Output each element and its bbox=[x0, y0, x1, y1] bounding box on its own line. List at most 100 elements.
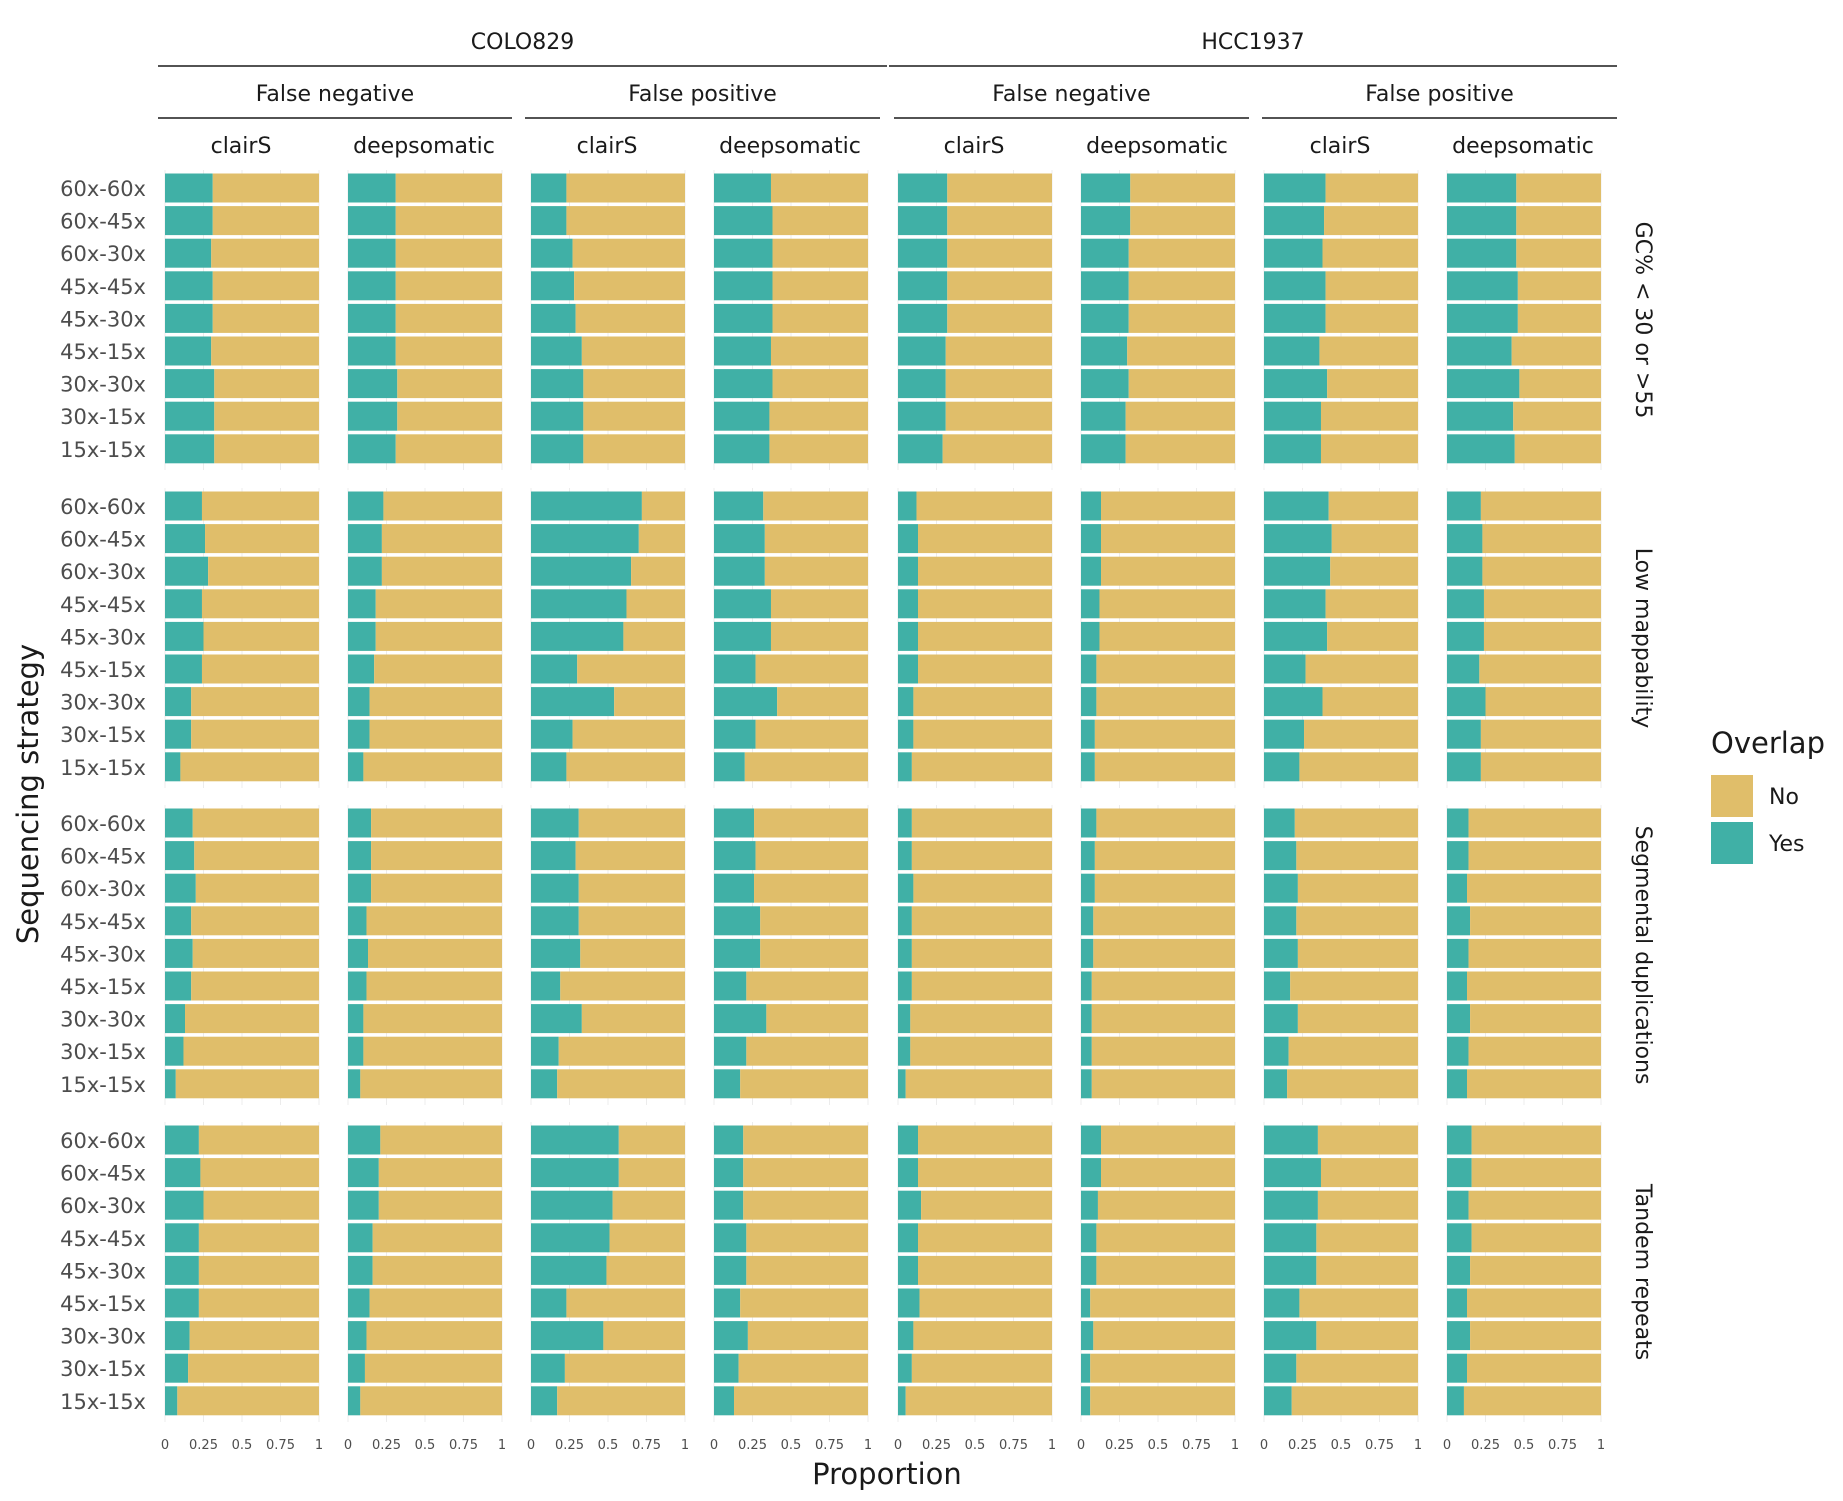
bar-no bbox=[1090, 1288, 1235, 1318]
bar-yes bbox=[348, 369, 398, 399]
y-tick-label: 30x-30x bbox=[60, 1008, 146, 1032]
bar-no bbox=[606, 1255, 685, 1285]
bar-no bbox=[214, 434, 319, 464]
bar-no bbox=[1099, 589, 1235, 619]
bar-no bbox=[212, 303, 319, 333]
bar-yes bbox=[531, 1125, 619, 1155]
bar-no bbox=[772, 303, 868, 333]
bar-no bbox=[583, 434, 685, 464]
bar-yes bbox=[1264, 1321, 1317, 1351]
bar-no bbox=[614, 687, 685, 717]
bar-yes bbox=[1081, 873, 1095, 903]
legend-key-no bbox=[1711, 775, 1753, 817]
strip-caller-label: clairS bbox=[577, 134, 638, 159]
bar-no bbox=[755, 719, 868, 749]
bar-no bbox=[1516, 173, 1601, 203]
bar-yes bbox=[1264, 719, 1305, 749]
bar-yes bbox=[348, 719, 370, 749]
bar-yes bbox=[165, 1125, 199, 1155]
bar-no bbox=[203, 1190, 319, 1220]
bar-no bbox=[1125, 401, 1235, 431]
bar-yes bbox=[714, 1125, 744, 1155]
bar-no bbox=[200, 1158, 319, 1188]
bar-yes bbox=[1081, 434, 1126, 464]
bar-yes bbox=[714, 1321, 748, 1351]
bar-no bbox=[638, 524, 685, 554]
bar-yes bbox=[898, 1069, 906, 1099]
bar-yes bbox=[1447, 1004, 1471, 1034]
bar-yes bbox=[898, 1386, 906, 1416]
bar-no bbox=[777, 687, 868, 717]
bar-no bbox=[1101, 556, 1235, 586]
bar-yes bbox=[531, 303, 576, 333]
bar-no bbox=[743, 1158, 868, 1188]
bar-no bbox=[1287, 1069, 1418, 1099]
legend-key-yes bbox=[1711, 822, 1753, 864]
bar-no bbox=[770, 621, 868, 651]
bar-yes bbox=[1447, 401, 1514, 431]
bar-yes bbox=[165, 173, 213, 203]
bar-yes bbox=[1447, 873, 1468, 903]
bar-no bbox=[746, 1036, 868, 1066]
bar-yes bbox=[531, 654, 578, 684]
bar-no bbox=[740, 1288, 868, 1318]
bar-no bbox=[918, 1255, 1052, 1285]
bar-yes bbox=[1081, 621, 1100, 651]
bar-yes bbox=[531, 1158, 619, 1188]
bar-yes bbox=[1264, 271, 1326, 301]
bar-no bbox=[1099, 621, 1235, 651]
x-tick-label: 0.5 bbox=[598, 1438, 619, 1453]
bar-no bbox=[1096, 1223, 1235, 1253]
bar-yes bbox=[531, 369, 584, 399]
bar-yes bbox=[1447, 1386, 1464, 1416]
bar-yes bbox=[1081, 238, 1129, 268]
x-tick-label: 0.75 bbox=[266, 1438, 295, 1453]
bar-no bbox=[360, 1069, 502, 1099]
bar-no bbox=[1128, 271, 1235, 301]
bar-no bbox=[760, 906, 868, 936]
bar-yes bbox=[1447, 1255, 1471, 1285]
bar-no bbox=[623, 621, 685, 651]
bar-no bbox=[1519, 369, 1601, 399]
strip-error-type-label: False positive bbox=[1365, 82, 1514, 107]
bar-no bbox=[195, 873, 319, 903]
bar-yes bbox=[348, 271, 396, 301]
y-axis-title: Sequencing strategy bbox=[11, 644, 45, 944]
bar-yes bbox=[165, 303, 213, 333]
bar-yes bbox=[165, 1386, 178, 1416]
bar-yes bbox=[348, 491, 384, 521]
bar-no bbox=[609, 1223, 685, 1253]
bar-no bbox=[918, 1125, 1052, 1155]
x-tick-label: 0.25 bbox=[738, 1438, 767, 1453]
bar-no bbox=[1467, 1069, 1601, 1099]
bar-yes bbox=[348, 687, 370, 717]
bar-no bbox=[769, 434, 868, 464]
bar-yes bbox=[898, 1190, 922, 1220]
bar-yes bbox=[165, 873, 196, 903]
x-tick-label: 0.5 bbox=[232, 1438, 253, 1453]
bar-no bbox=[363, 1036, 502, 1066]
bar-no bbox=[572, 719, 685, 749]
x-tick-label: 0.25 bbox=[372, 1438, 401, 1453]
y-tick-label: 15x-15x bbox=[60, 756, 146, 780]
bar-yes bbox=[714, 271, 773, 301]
bar-no bbox=[1479, 654, 1601, 684]
bar-no bbox=[1299, 752, 1418, 782]
bar-yes bbox=[898, 621, 919, 651]
bar-no bbox=[1317, 1125, 1418, 1155]
bar-no bbox=[557, 1069, 685, 1099]
bar-no bbox=[1470, 906, 1601, 936]
bar-yes bbox=[531, 1190, 613, 1220]
bar-no bbox=[1322, 238, 1418, 268]
bar-yes bbox=[348, 1190, 379, 1220]
bar-no bbox=[626, 589, 685, 619]
bar-yes bbox=[1081, 556, 1102, 586]
bar-yes bbox=[348, 1069, 361, 1099]
bar-no bbox=[1320, 1158, 1418, 1188]
bar-no bbox=[911, 841, 1052, 871]
bar-yes bbox=[1081, 808, 1097, 838]
bar-yes bbox=[531, 1036, 559, 1066]
bar-no bbox=[945, 336, 1052, 366]
bar-no bbox=[913, 1321, 1052, 1351]
bar-yes bbox=[714, 719, 756, 749]
